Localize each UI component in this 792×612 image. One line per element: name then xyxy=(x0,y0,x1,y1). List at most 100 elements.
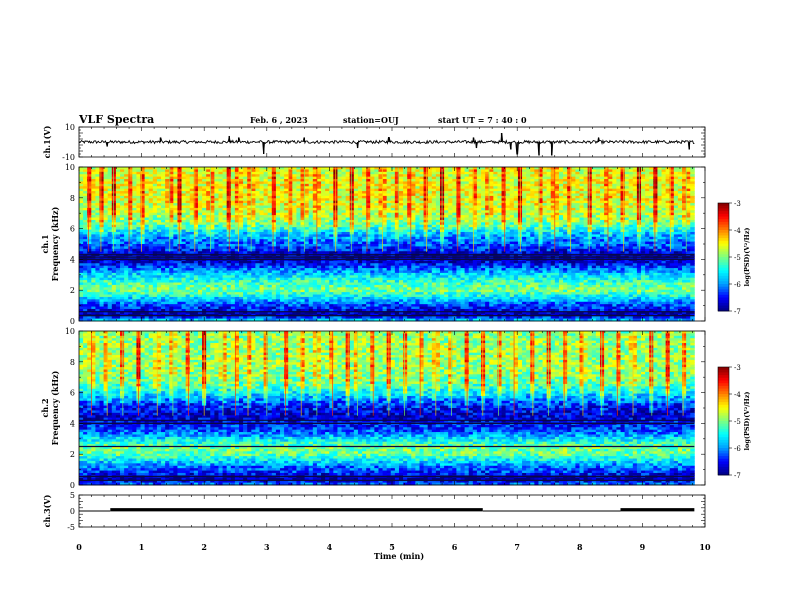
spectrogram-cell xyxy=(210,244,215,247)
spectrogram-cell xyxy=(263,275,269,279)
spectrogram-cell xyxy=(325,186,330,190)
spectrogram-cell xyxy=(341,176,347,180)
spectrogram-cell xyxy=(169,277,174,281)
spectrogram-cell xyxy=(197,219,203,223)
spectrogram-cell xyxy=(316,280,322,283)
spectrogram-cell xyxy=(288,193,293,197)
spectrogram-cell xyxy=(312,287,318,291)
spectrogram-cell xyxy=(251,169,256,173)
spectrogram-cell xyxy=(144,219,150,223)
spectrogram-cell xyxy=(136,171,141,175)
spectrogram-cell xyxy=(87,299,92,303)
spectrogram-cell xyxy=(140,308,146,312)
spectrogram-cell xyxy=(316,200,322,204)
spectrogram-cell xyxy=(321,263,326,267)
spectrogram-cell xyxy=(115,188,121,192)
spectrogram-cell xyxy=(280,174,285,178)
spectrogram-cell xyxy=(366,222,371,226)
spectrogram-cell xyxy=(165,282,170,286)
spectrogram-cell xyxy=(259,268,265,271)
spectrogram-cell xyxy=(357,215,363,218)
spectrogram-cell xyxy=(120,289,125,293)
spectrogram-cell xyxy=(111,292,117,295)
spectrogram-cell xyxy=(345,207,351,211)
spectrogram-cell xyxy=(382,212,388,216)
spectrogram-cell xyxy=(83,198,88,202)
spectrogram-cell xyxy=(280,268,285,271)
spectrogram-cell xyxy=(218,284,223,288)
spectrogram-cell xyxy=(148,301,154,305)
spectrogram-cell xyxy=(148,224,154,228)
spectrogram-cell xyxy=(124,171,129,175)
spectrogram-cell xyxy=(161,292,166,295)
spectrogram-cell xyxy=(337,205,342,209)
spectrogram-cell xyxy=(128,234,133,238)
spectrogram-cell xyxy=(210,212,215,216)
spectrogram-cell xyxy=(128,239,133,242)
spectrogram-cell xyxy=(378,203,383,206)
spectrogram-cell xyxy=(296,198,301,202)
spectrogram-cell xyxy=(349,236,355,240)
spectrogram-cell xyxy=(370,169,375,173)
spectrogram-cell xyxy=(165,188,170,192)
spectrogram-cell xyxy=(124,217,129,221)
spectrogram-cell xyxy=(349,227,355,230)
spectrogram-cell xyxy=(206,277,211,281)
spectrogram-cell xyxy=(226,294,232,298)
spectrogram-cell xyxy=(370,304,375,307)
spectrogram-cell xyxy=(345,268,351,271)
spectrogram-cell xyxy=(243,219,248,223)
spectrogram-cell xyxy=(300,289,306,293)
spectrogram-cell xyxy=(152,203,158,206)
spectrogram-cell xyxy=(259,179,265,182)
spectrogram-cell xyxy=(382,229,388,233)
spectrogram-cell xyxy=(366,176,371,180)
spectrogram-cell xyxy=(366,212,371,216)
spectrogram-cell xyxy=(292,176,297,180)
spectrogram-cell xyxy=(288,169,293,173)
spectrogram-cell xyxy=(382,193,388,197)
spectrogram-cell xyxy=(288,263,293,267)
spectrogram-cell xyxy=(238,183,244,187)
spectrogram-cell xyxy=(115,234,121,238)
spectrogram-cell xyxy=(234,231,240,235)
spectrogram-cell xyxy=(115,195,121,199)
spectrogram-cell xyxy=(128,222,133,226)
spectrogram-cell xyxy=(304,195,310,199)
spectrogram-cell xyxy=(169,263,174,267)
spectrogram-cell xyxy=(329,244,334,247)
spectrogram-cell xyxy=(161,244,166,247)
spectrogram-cell xyxy=(193,277,199,281)
spectrogram-cell xyxy=(181,169,187,173)
spectrogram-cell xyxy=(161,188,166,192)
spectrogram-cell xyxy=(329,280,334,283)
spectrogram-cell xyxy=(251,275,256,279)
spectrogram-cell xyxy=(247,179,252,182)
spectrogram-cell xyxy=(214,304,219,307)
spectrogram-cell xyxy=(95,292,100,295)
spectrogram-cell xyxy=(349,219,355,223)
spectrogram-cell xyxy=(95,169,100,173)
spectrogram-cell xyxy=(222,275,228,279)
spectrogram-cell xyxy=(308,304,314,307)
spectrogram-cell xyxy=(202,193,207,197)
spectrogram-cell xyxy=(189,294,195,298)
spectrogram-cell xyxy=(304,311,310,315)
spectrogram-cell xyxy=(308,251,314,255)
spectrogram-cell xyxy=(218,200,223,204)
spectrogram-cell xyxy=(185,200,191,204)
spectrogram-cell xyxy=(91,277,96,281)
spectrogram-cell xyxy=(321,191,326,194)
spectrogram-cell xyxy=(292,280,297,283)
spectrogram-cell xyxy=(280,212,285,216)
spectrogram-cell xyxy=(341,210,347,214)
spectrogram-cell xyxy=(128,251,133,255)
spectrogram-cell xyxy=(267,304,273,307)
spectrogram-cell xyxy=(128,296,133,300)
spectrogram-cell xyxy=(214,231,219,235)
spectrogram-cell xyxy=(165,241,170,245)
spectrogram-cell xyxy=(366,289,371,293)
spectrogram-cell xyxy=(152,195,158,199)
spectrogram-cell xyxy=(345,212,351,216)
spectrogram-cell xyxy=(152,272,158,276)
